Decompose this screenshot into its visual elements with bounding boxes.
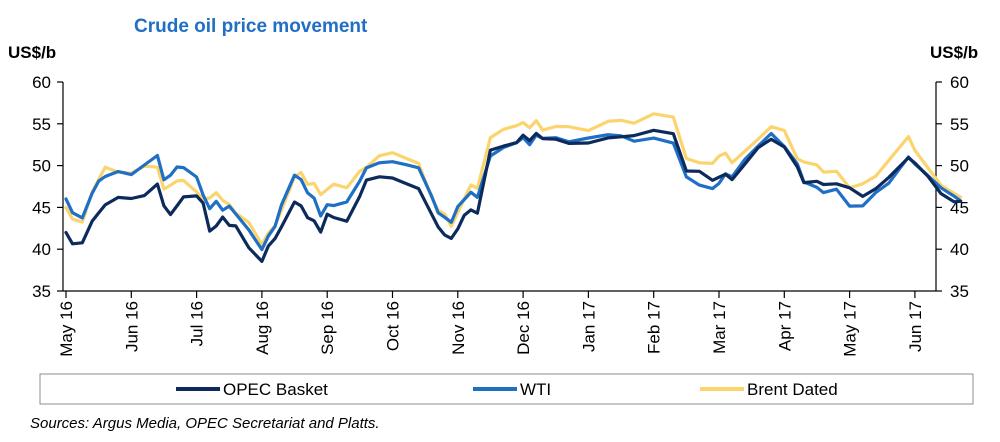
series-line-opec-basket xyxy=(64,128,963,263)
legend: OPEC Basket WTI Brent Dated xyxy=(39,373,974,405)
y-tick-label-right: 55 xyxy=(950,115,969,134)
x-ticks: May 16 Jun 16 Jul 16 Aug 16 Sep 16 Oct 16 Nov … xyxy=(57,291,925,357)
x-tick-label: May 16 xyxy=(57,301,76,357)
x-tick-label: Jun 17 xyxy=(906,301,925,352)
legend-label-opec: OPEC Basket xyxy=(223,380,328,399)
series-group xyxy=(64,112,963,263)
y-tick-label-right: 35 xyxy=(950,282,969,301)
series-line-wti xyxy=(64,131,963,252)
chart-title: Crude oil price movement xyxy=(134,16,368,37)
x-tick-label: Dec 16 xyxy=(514,301,533,355)
x-tick-label: May 17 xyxy=(841,301,860,357)
legend-label-wti: WTI xyxy=(520,380,551,399)
y-tick-label-right: 50 xyxy=(950,157,969,176)
source-note: Sources: Argus Media, OPEC Secretariat a… xyxy=(30,415,380,432)
y-tick-label-left: 60 xyxy=(32,73,51,92)
legend-label-brent: Brent Dated xyxy=(747,380,838,399)
x-tick-label: Feb 17 xyxy=(645,301,664,354)
plot-frame xyxy=(62,82,937,292)
y-tick-label-left: 50 xyxy=(32,157,51,176)
x-tick-label: Jan 17 xyxy=(579,301,598,352)
y-tick-label-left: 40 xyxy=(32,240,51,259)
x-tick-label: Sep 16 xyxy=(318,301,337,355)
y-axis-label-right: US$/b xyxy=(930,43,978,62)
y-tick-label-left: 55 xyxy=(32,115,51,134)
x-tick-label: Aug 16 xyxy=(253,301,272,355)
y-tick-label-left: 45 xyxy=(32,198,51,217)
x-tick-label: Nov 16 xyxy=(449,301,468,355)
y-ticks-left: 35 40 45 50 55 60 xyxy=(32,73,63,301)
y-tick-label-left: 35 xyxy=(32,282,51,301)
y-axis-label-left: US$/b xyxy=(8,43,56,62)
x-tick-label: Apr 17 xyxy=(775,301,794,351)
y-tick-label-right: 60 xyxy=(950,73,969,92)
y-tick-label-right: 40 xyxy=(950,240,969,259)
x-tick-label: Jul 16 xyxy=(188,301,207,346)
x-tick-label: Oct 16 xyxy=(384,301,403,351)
series-line-brent-dated xyxy=(64,112,963,247)
x-tick-label: Mar 17 xyxy=(710,301,729,354)
x-tick-label: Jun 16 xyxy=(122,301,141,352)
